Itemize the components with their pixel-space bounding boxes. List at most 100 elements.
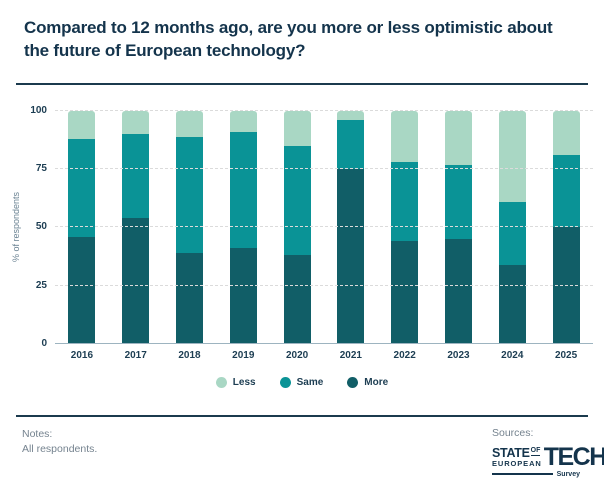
stacked-bar-2024 [498, 110, 526, 344]
x-axis-labels: 2016 2017 2018 2019 2020 2021 2022 2023 2024 2025 [55, 350, 593, 361]
bar-segment-more-2025 [552, 227, 580, 344]
x-tick-label-2021: 2021 [339, 349, 362, 361]
bar-segment-less-2024 [498, 110, 526, 202]
bar-column-2022 [378, 110, 432, 344]
bar-segment-more-2018 [175, 253, 203, 344]
sources-block: Sources: STATE OF EUROPEAN TECH Survey [492, 426, 604, 478]
bar-column-2021 [324, 110, 378, 344]
legend-item-less: Less [215, 376, 256, 388]
x-tick-label-2017: 2017 [124, 349, 147, 361]
chart: % of respondents 0 25 50 75 100 2016 2017 2018… [11, 105, 594, 361]
bar-segment-less-2016 [68, 110, 96, 139]
bar-segment-less-2025 [552, 110, 580, 156]
y-tick-label-100: 100 [30, 104, 47, 116]
bar-segment-more-2022 [391, 241, 419, 344]
logo-state-text: STATE [492, 445, 530, 460]
bar-segment-more-2023 [444, 239, 472, 344]
stacked-bar-2017 [122, 110, 150, 344]
legend-item-more: More [347, 376, 389, 388]
stacked-bar-2023 [444, 110, 472, 344]
bar-segment-same-2019 [229, 131, 257, 249]
sources-label: Sources: [492, 426, 534, 439]
bar-segment-same-2022 [391, 162, 419, 242]
legend-swatch-less [215, 376, 227, 388]
bar-column-2019 [216, 110, 270, 344]
x-tick-label-2022: 2022 [393, 349, 416, 361]
legend-label-less: Less [232, 376, 256, 388]
legend-swatch-same [279, 376, 291, 388]
bar-segment-less-2020 [283, 110, 311, 146]
bar-segment-same-2017 [122, 134, 150, 219]
header-divider [16, 82, 588, 85]
gridline-75 [55, 168, 593, 170]
x-tick-label-2023: 2023 [447, 349, 470, 361]
logo-of-text: OF [530, 446, 541, 456]
notes-text: All respondents. [22, 443, 98, 456]
bar-segment-more-2016 [68, 236, 96, 344]
bar-segment-less-2017 [122, 110, 150, 135]
logo-underline [492, 473, 553, 476]
stacked-bar-2016 [68, 110, 96, 344]
bar-segment-less-2021 [337, 110, 365, 121]
stacked-bar-2022 [391, 110, 419, 344]
x-tick-label-2025: 2025 [554, 349, 578, 361]
legend-label-more: More [364, 376, 389, 388]
state-of-european-tech-logo: STATE OF EUROPEAN TECH Survey [492, 444, 604, 478]
gridline-25 [55, 284, 593, 286]
bar-segment-less-2022 [391, 110, 419, 163]
stacked-bar-2025 [552, 110, 580, 344]
logo-survey-text: Survey [556, 470, 580, 478]
bar-segment-less-2023 [444, 110, 472, 165]
notes-block: Notes: All respondents. [22, 427, 97, 478]
stacked-bar-2020 [283, 110, 311, 344]
y-tick-label-75: 75 [35, 163, 47, 175]
gridline-100 [55, 109, 593, 111]
bar-column-2023 [432, 110, 486, 344]
logo-european-text: EUROPEAN [492, 459, 542, 469]
chart-title: Compared to 12 months ago, are you more … [24, 18, 553, 61]
footer-divider [16, 414, 588, 417]
bar-segment-less-2018 [175, 110, 203, 137]
legend: Less Same More [0, 376, 604, 388]
bar-column-2024 [485, 110, 539, 344]
bar-segment-more-2021 [337, 169, 365, 344]
bar-segment-more-2020 [283, 255, 311, 344]
bar-segment-more-2024 [498, 264, 526, 344]
bar-segment-same-2016 [68, 138, 96, 237]
bar-segment-same-2023 [444, 164, 472, 240]
x-tick-label-2024: 2024 [501, 349, 524, 361]
bar-segment-more-2019 [229, 248, 257, 344]
stacked-bar-2019 [229, 110, 257, 344]
stacked-bar-2018 [175, 110, 203, 344]
bar-segment-same-2018 [175, 136, 203, 254]
logo-tech-text: TECH [543, 442, 604, 471]
x-tick-label-2020: 2020 [285, 349, 309, 361]
footer: Notes: All respondents. Sources: STATE O… [22, 426, 604, 478]
y-tick-label-25: 25 [35, 279, 47, 291]
bar-segment-more-2017 [122, 218, 150, 344]
plot-area: % of respondents 0 25 50 75 100 [11, 105, 593, 348]
stacked-bar-2021 [337, 110, 365, 344]
bar-column-2016 [55, 110, 109, 344]
x-axis-line [55, 342, 593, 344]
x-tick-label-2018: 2018 [178, 349, 201, 361]
legend-label-same: Same [296, 376, 324, 388]
gridline-50 [55, 226, 593, 228]
y-tick-label-0: 0 [41, 337, 47, 349]
bar-column-2017 [109, 110, 163, 344]
legend-item-same: Same [279, 376, 324, 388]
y-tick-label-50: 50 [35, 221, 47, 233]
bar-column-2018 [163, 110, 217, 344]
bar-column-2020 [270, 110, 324, 344]
bar-segment-same-2025 [552, 155, 580, 228]
bar-segment-same-2020 [283, 145, 311, 256]
bars-container [55, 110, 593, 344]
bar-column-2025 [539, 110, 593, 344]
bar-segment-less-2019 [229, 110, 257, 132]
notes-label: Notes: [22, 427, 53, 440]
bar-segment-same-2024 [498, 201, 526, 265]
legend-swatch-more [347, 376, 359, 388]
x-tick-label-2019: 2019 [232, 349, 255, 361]
bar-segment-same-2021 [337, 120, 365, 170]
